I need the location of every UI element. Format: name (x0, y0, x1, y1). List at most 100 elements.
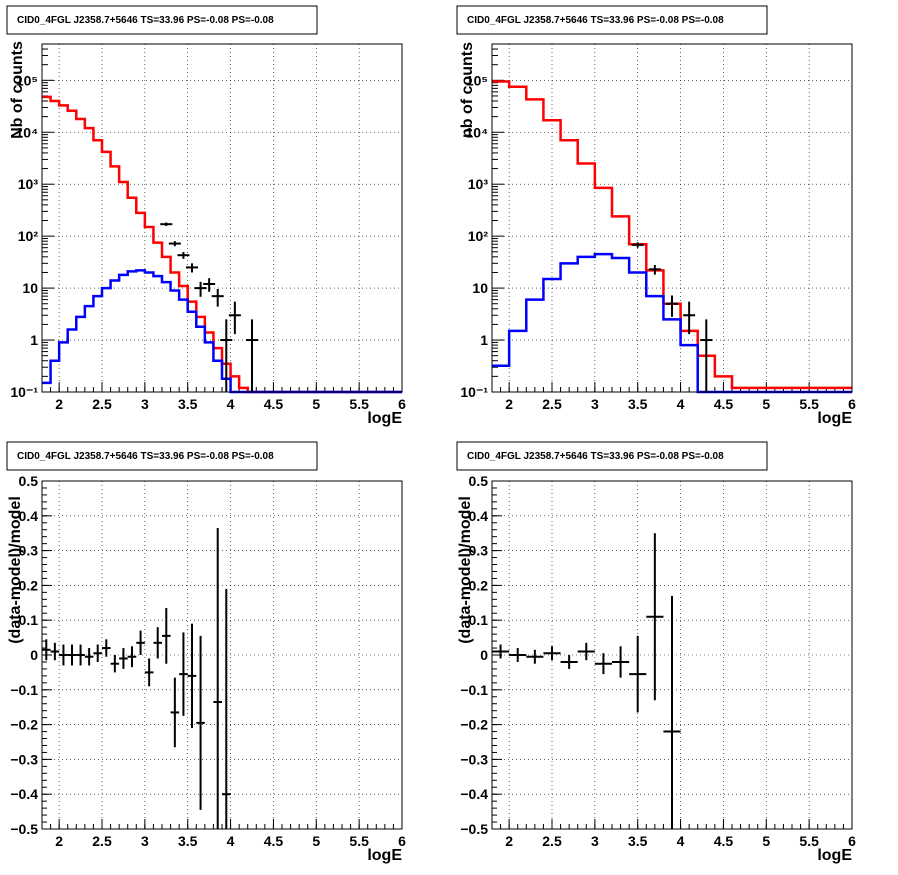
x-tick-label: 6 (398, 833, 406, 849)
y-tick-label: 10³ (468, 176, 489, 192)
series-1 (42, 527, 231, 829)
y-tick-label: 0 (480, 647, 488, 663)
x-tick-label: 5.5 (349, 396, 369, 412)
y-tick-label: 10² (18, 228, 39, 244)
chart-panel-2: CID0_4FGL J2358.7+5646 TS=33.96 PS=-0.08… (456, 5, 856, 427)
histogram-line (492, 252, 852, 394)
y-tick-label: 0.2 (469, 577, 489, 593)
y-tick-label: 10⁵ (16, 72, 38, 88)
y-tick-label: 1 (30, 332, 38, 348)
x-tick-label: 4 (677, 833, 685, 849)
y-tick-label: −0.4 (10, 786, 38, 802)
x-tick-label: 2 (55, 833, 63, 849)
chart-title: CID0_4FGL J2358.7+5646 TS=33.96 PS=-0.08… (17, 15, 274, 26)
x-tick-label: 4.5 (714, 833, 734, 849)
y-tick-label: 0.2 (19, 577, 39, 593)
chart-title: CID0_4FGL J2358.7+5646 TS=33.96 PS=-0.08… (467, 15, 724, 26)
y-tick-label: −0.1 (460, 682, 488, 698)
x-tick-label: 3 (591, 396, 599, 412)
chart-panel-1: CID0_4FGL J2358.7+5646 TS=33.96 PS=-0.08… (6, 5, 406, 427)
y-tick-label: 0.3 (469, 543, 489, 559)
y-tick-label: 0.5 (19, 473, 39, 489)
chart-panel-4: CID0_4FGL J2358.7+5646 TS=33.96 PS=-0.08… (456, 441, 856, 864)
y-axis-label: nb of counts (459, 42, 476, 138)
x-tick-label: 4.5 (264, 396, 284, 412)
x-tick-label: 2.5 (92, 396, 112, 412)
y-tick-label: −0.1 (10, 682, 38, 698)
series-3 (160, 222, 258, 392)
y-tick-label: −0.3 (460, 751, 488, 767)
y-tick-label: −0.5 (460, 821, 488, 837)
y-tick-label: 10⁻¹ (460, 384, 488, 400)
series-2 (42, 269, 402, 394)
y-tick-label: 0 (30, 647, 38, 663)
title-box (456, 5, 768, 35)
x-tick-label: 3 (141, 833, 149, 849)
x-axis-label: logE (367, 847, 402, 864)
x-tick-label: 5.5 (799, 833, 819, 849)
series-2 (492, 252, 852, 394)
x-tick-label: 2 (505, 396, 513, 412)
x-axis-label: logE (817, 410, 852, 427)
y-axis-label: Nb of counts (9, 41, 26, 139)
histogram-line (492, 80, 852, 390)
y-tick-label: 10⁻¹ (10, 384, 38, 400)
chart-title: CID0_4FGL J2358.7+5646 TS=33.96 PS=-0.08… (17, 451, 274, 462)
title-box (6, 5, 318, 35)
x-axis-label: logE (367, 410, 402, 427)
x-tick-label: 3.5 (178, 396, 198, 412)
title-box (456, 441, 768, 471)
x-tick-label: 3.5 (628, 833, 648, 849)
x-tick-label: 5 (312, 396, 320, 412)
y-tick-label: 10³ (18, 176, 39, 192)
series-3 (631, 242, 713, 392)
y-axis-label: (data-model)/model (457, 496, 474, 644)
histogram-line (42, 269, 402, 394)
x-tick-label: 4 (227, 833, 235, 849)
y-tick-label: 10² (468, 228, 489, 244)
y-tick-label: −0.5 (10, 821, 38, 837)
x-tick-label: 3.5 (178, 833, 198, 849)
x-tick-label: 5 (762, 833, 770, 849)
x-tick-label: 3.5 (628, 396, 648, 412)
x-tick-label: 2.5 (542, 833, 562, 849)
y-tick-label: 0.1 (19, 612, 39, 628)
x-tick-label: 5 (312, 833, 320, 849)
chart-title: CID0_4FGL J2358.7+5646 TS=33.96 PS=-0.08… (467, 451, 724, 462)
x-tick-label: 4.5 (264, 833, 284, 849)
plot-frame (41, 43, 403, 393)
y-tick-label: 0.1 (469, 612, 489, 628)
chart-panel-3: CID0_4FGL J2358.7+5646 TS=33.96 PS=-0.08… (6, 441, 406, 864)
y-tick-label: 10⁴ (16, 124, 39, 140)
x-tick-label: 5.5 (799, 396, 819, 412)
x-tick-label: 2.5 (92, 833, 112, 849)
y-tick-label: 0.5 (469, 473, 489, 489)
plot-frame (41, 480, 403, 830)
y-tick-label: 0.4 (19, 508, 39, 524)
x-axis-label: logE (817, 847, 852, 864)
y-tick-label: 10 (22, 280, 38, 296)
x-tick-label: 3 (591, 833, 599, 849)
x-tick-label: 4 (227, 396, 235, 412)
series-1 (492, 80, 852, 390)
title-box (6, 441, 318, 471)
x-tick-label: 6 (398, 396, 406, 412)
x-tick-label: 2 (505, 833, 513, 849)
y-tick-label: −0.2 (460, 717, 488, 733)
series-1 (42, 95, 402, 394)
plot-frame (491, 43, 853, 393)
x-tick-label: 5.5 (349, 833, 369, 849)
x-tick-label: 6 (848, 833, 856, 849)
y-tick-label: 10 (472, 280, 488, 296)
x-tick-label: 3 (141, 396, 149, 412)
y-tick-label: −0.2 (10, 717, 38, 733)
series-1 (492, 533, 681, 829)
y-axis-label: (data-model)/model (7, 496, 24, 644)
y-tick-label: −0.4 (460, 786, 488, 802)
x-tick-label: 4 (677, 396, 685, 412)
histogram-line (42, 95, 402, 394)
y-tick-label: 0.3 (19, 543, 39, 559)
x-tick-label: 2 (55, 396, 63, 412)
